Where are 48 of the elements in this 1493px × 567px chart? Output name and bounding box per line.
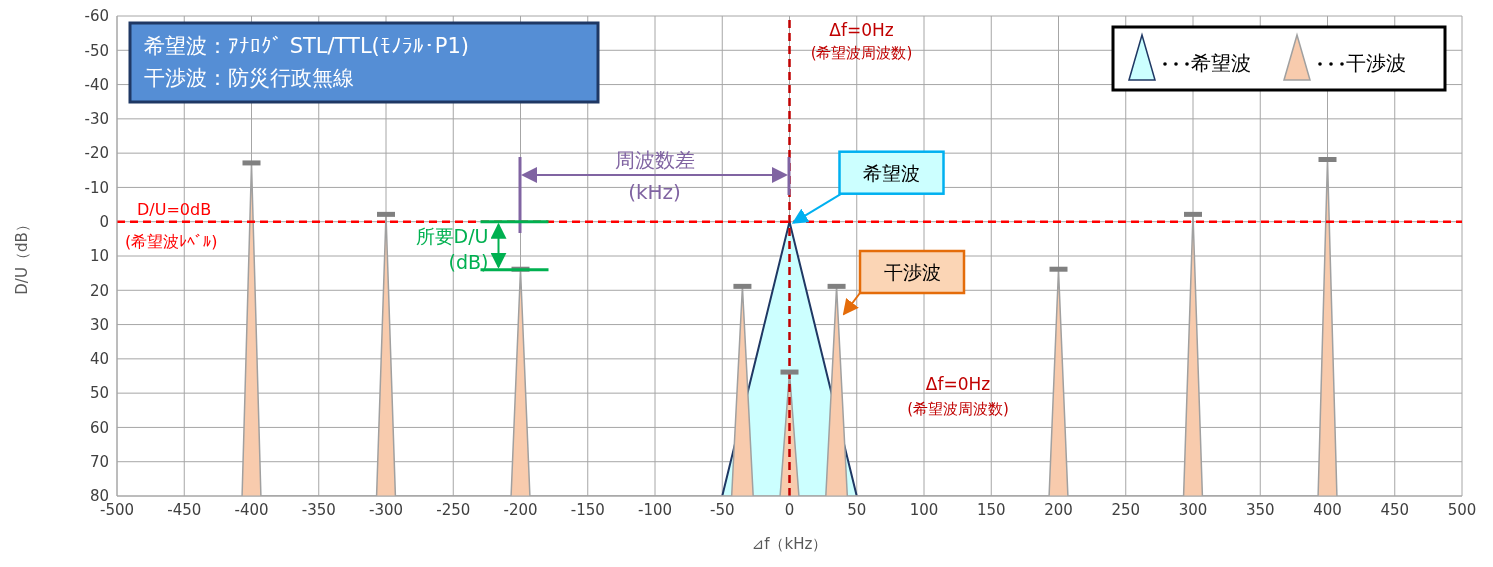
y-tick-label: -20: [84, 144, 109, 163]
annotation: Δf=0Hz (希望波周波数): [907, 374, 1009, 418]
legend-label: 干渉波: [1346, 51, 1406, 75]
x-tick-label: 350: [1245, 500, 1275, 519]
x-tick-label: -50: [710, 500, 735, 519]
y-tick-label: -30: [84, 110, 109, 129]
x-tick-label: 300: [1178, 500, 1208, 519]
x-tick-label: -500: [99, 500, 135, 519]
annotation: 干渉波：防災行政無線: [144, 66, 354, 90]
x-tick-label: 150: [976, 500, 1006, 519]
annotation: 所要D/U (dB): [415, 224, 489, 273]
x-tick-label: 250: [1111, 500, 1141, 519]
ref-line-label: D/U=0dB (希望波ﾚﾍﾞﾙ): [125, 199, 218, 251]
ref-line-label: Δf=0Hz (希望波周波数): [810, 20, 913, 62]
y-tick-label: 20: [89, 281, 109, 300]
y-tick-label: 40: [89, 350, 109, 369]
y-axis-title: D/U（dB）: [13, 217, 32, 295]
y-tick-label: -50: [84, 41, 109, 60]
y-tick-label: -40: [84, 75, 109, 94]
annotation: 周波数差 (kHz): [614, 148, 695, 204]
x-tick-label: 450: [1380, 500, 1410, 519]
y-tick-label: 30: [89, 315, 109, 334]
x-tick-label: -300: [368, 500, 404, 519]
x-tick-label: 0: [784, 500, 795, 519]
y-tick-label: 60: [89, 418, 109, 437]
x-tick-label: 500: [1447, 500, 1477, 519]
y-tick-label: 70: [89, 453, 109, 472]
y-tick-label: 10: [89, 247, 109, 266]
x-axis-title: ⊿f（kHz）: [751, 535, 828, 553]
x-tick-label: -100: [637, 500, 673, 519]
x-tick-label: -350: [301, 500, 336, 519]
x-tick-label: 200: [1044, 500, 1073, 519]
x-tick-label: -400: [234, 500, 269, 519]
annotation: 希望波: [863, 161, 920, 184]
annotation: 希望波：ｱﾅﾛｸﾞ STL/TTL(ﾓﾉﾗﾙ･P1): [144, 34, 470, 58]
x-tick-label: -450: [167, 500, 202, 519]
x-tick-label: -200: [503, 500, 538, 519]
legend-label: 希望波: [1191, 51, 1251, 75]
x-tick-label: -250: [436, 500, 471, 519]
x-tick-label: 100: [909, 500, 939, 519]
x-tick-label: 50: [847, 500, 867, 519]
annotation: 干渉波: [883, 261, 941, 283]
x-tick-label: -150: [570, 500, 605, 519]
y-tick-label: -60: [84, 7, 109, 26]
y-tick-label: 0: [99, 213, 109, 232]
y-tick-label: 50: [89, 384, 109, 403]
y-tick-label: -10: [84, 178, 109, 197]
x-tick-label: 400: [1313, 500, 1342, 519]
